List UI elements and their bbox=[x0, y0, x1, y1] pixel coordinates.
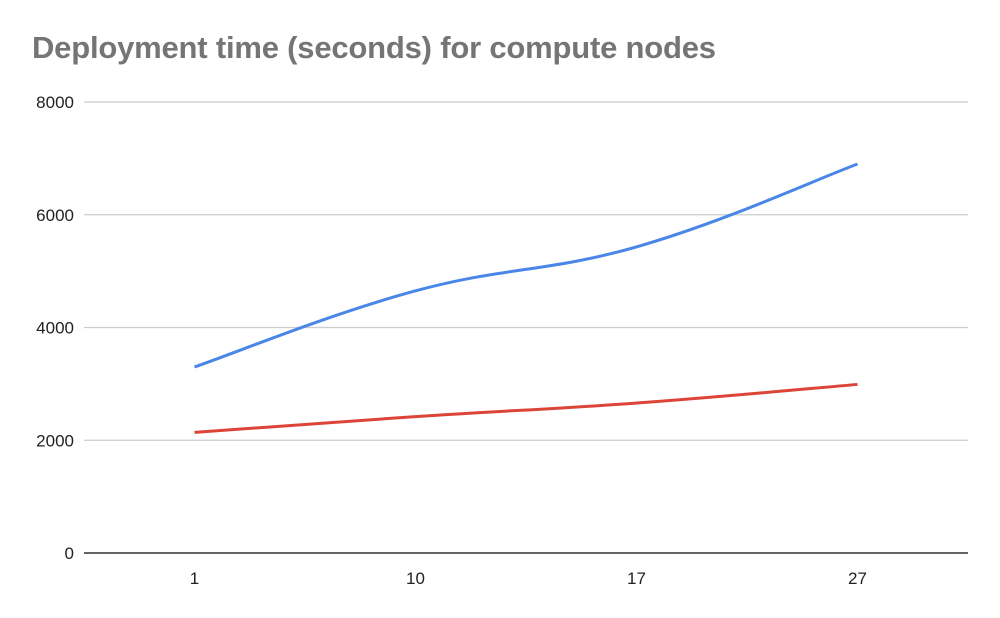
y-tick-label: 6000 bbox=[36, 206, 74, 225]
chart-title: Deployment time (seconds) for compute no… bbox=[32, 30, 716, 65]
x-tick-label: 1 bbox=[190, 569, 199, 588]
x-tick-label: 17 bbox=[627, 569, 646, 588]
x-tick-label: 10 bbox=[406, 569, 425, 588]
y-tick-label: 8000 bbox=[36, 93, 74, 112]
y-tick-label: 2000 bbox=[36, 431, 74, 450]
x-axis-tick-labels: 1 10 17 27 bbox=[190, 569, 867, 588]
x-tick-label: 27 bbox=[848, 569, 867, 588]
y-tick-label: 0 bbox=[65, 544, 74, 563]
series-line-2 bbox=[194, 382, 858, 434]
gridlines bbox=[84, 101, 968, 441]
y-axis-tick-labels: 0 2000 4000 6000 8000 bbox=[36, 93, 74, 563]
series-line-1 bbox=[194, 162, 859, 369]
y-tick-label: 4000 bbox=[36, 319, 74, 338]
series-lines bbox=[194, 162, 859, 434]
